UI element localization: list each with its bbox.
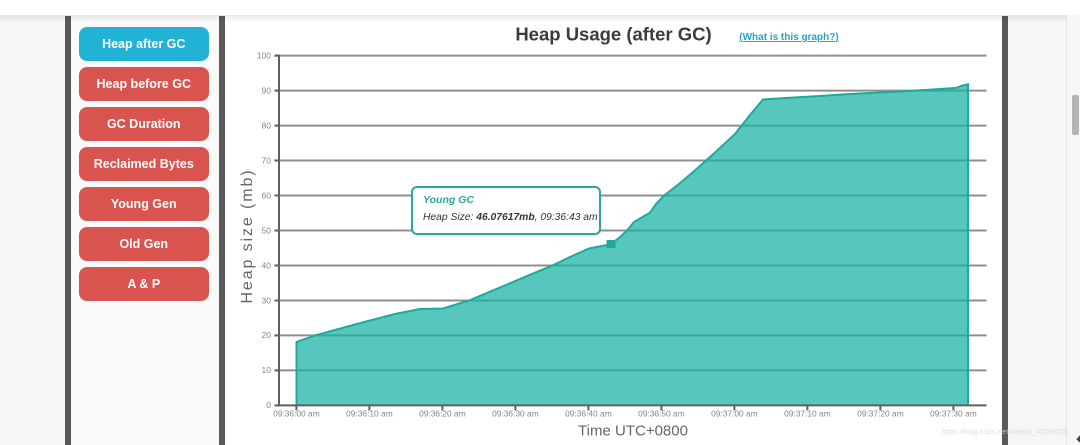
svg-text:50: 50 <box>262 225 272 235</box>
svg-text:70: 70 <box>262 155 272 165</box>
svg-text:0: 0 <box>266 400 271 410</box>
svg-text:09:37:20 am: 09:37:20 am <box>857 409 904 419</box>
svg-text:09:36:20 am: 09:36:20 am <box>419 409 466 419</box>
svg-text:90: 90 <box>262 85 272 95</box>
svg-text:(What is this graph?): (What is this graph?) <box>739 32 838 43</box>
svg-text:09:37:10 am: 09:37:10 am <box>784 409 831 419</box>
svg-text:09:36:10 am: 09:36:10 am <box>346 409 393 419</box>
svg-text:Time UTC+0800: Time UTC+0800 <box>578 423 688 440</box>
svg-text:40: 40 <box>262 260 272 270</box>
svg-text:Heap Usage (after GC): Heap Usage (after GC) <box>515 24 711 45</box>
svg-text:09:36:50 am: 09:36:50 am <box>638 409 685 419</box>
svg-text:09:37:30 am: 09:37:30 am <box>930 409 977 419</box>
svg-text:60: 60 <box>262 190 272 200</box>
svg-text:09:37:00 am: 09:37:00 am <box>711 409 758 419</box>
svg-text:80: 80 <box>262 120 272 130</box>
svg-text:09:36:30 am: 09:36:30 am <box>492 409 539 419</box>
svg-text:Heap size (mb): Heap size (mb) <box>239 168 256 303</box>
svg-text:09:36:00 am: 09:36:00 am <box>273 409 320 419</box>
svg-text:20: 20 <box>262 330 272 340</box>
svg-text:100: 100 <box>257 50 271 60</box>
svg-text:09:36:40 am: 09:36:40 am <box>565 409 612 419</box>
svg-text:30: 30 <box>262 295 272 305</box>
svg-text:10: 10 <box>262 365 272 375</box>
